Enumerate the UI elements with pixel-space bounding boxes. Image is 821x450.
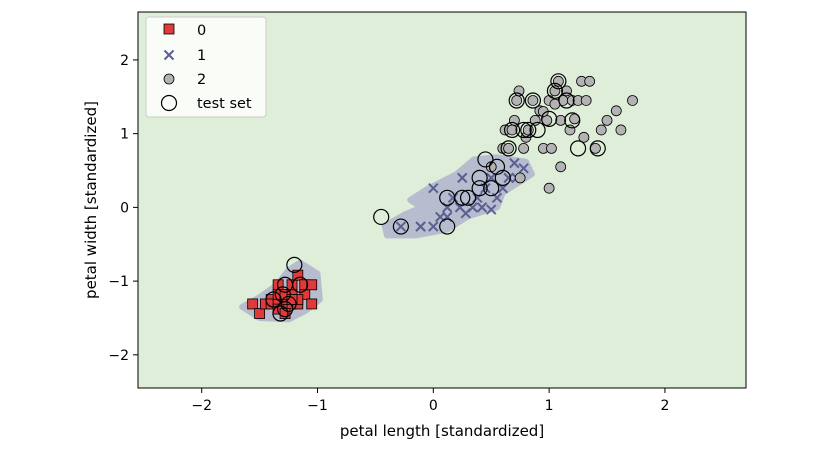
point-class-2: [590, 142, 601, 154]
point-class-0: [254, 308, 266, 319]
point-class-2: [511, 95, 523, 106]
point-class-2: [584, 75, 596, 87]
legend: 0 1 2 test set: [145, 16, 267, 118]
point-test-set: [503, 121, 521, 139]
plot-frame: [137, 11, 747, 389]
point-test-set: [550, 73, 567, 90]
x-axis: −2 −1 0 1 2: [191, 388, 669, 414]
legend-box: [145, 16, 267, 118]
point-class-2: [555, 161, 567, 173]
point-class-1: [476, 202, 488, 213]
point-class-1: [428, 221, 439, 232]
point-class-2: [513, 85, 525, 97]
point-class-0: [279, 308, 291, 319]
point-test-set: [483, 180, 500, 197]
point-test-set: [276, 301, 294, 318]
point-test-set: [546, 82, 564, 99]
legend-marker-circle: [163, 73, 175, 85]
point-class-0: [306, 298, 318, 310]
point-test-set: [508, 92, 525, 109]
point-class-2: [508, 114, 520, 126]
y-tick-label: −1: [108, 274, 129, 290]
point-test-set: [392, 218, 409, 235]
y-tick-label: 0: [120, 200, 129, 216]
point-test-set: [515, 121, 532, 139]
x-tick-label: −2: [191, 398, 212, 414]
point-class-2: [578, 131, 590, 143]
point-test-set: [529, 121, 546, 139]
point-class-1: [395, 221, 407, 232]
point-class-2: [601, 114, 613, 126]
point-test-set: [471, 169, 488, 186]
point-test-set: [439, 218, 456, 235]
y-axis-label: petal width [standardized]: [82, 101, 100, 299]
point-class-1: [428, 182, 439, 194]
y-tick-label: 1: [120, 127, 129, 143]
point-class-2: [543, 182, 555, 194]
point-class-0: [286, 294, 298, 305]
point-test-set: [477, 151, 494, 168]
point-class-0: [247, 298, 259, 310]
point-class-2: [518, 142, 530, 154]
point-test-set: [471, 180, 488, 197]
legend-marker-ring: [160, 94, 178, 112]
point-class-2: [522, 124, 534, 136]
point-test-set: [459, 189, 477, 206]
point-class-2: [555, 114, 567, 126]
legend-label-0: 0: [197, 23, 206, 39]
point-test-set: [488, 158, 506, 175]
point-class-2: [580, 95, 592, 106]
point-class-2: [503, 142, 514, 154]
point-class-2: [546, 142, 557, 154]
point-class-1: [509, 157, 520, 169]
point-test-set: [500, 140, 517, 157]
y-axis: −2 −1 0 1 2: [108, 53, 138, 364]
point-class-1: [467, 202, 478, 213]
point-class-2: [514, 172, 526, 184]
point-test-set: [558, 92, 575, 109]
point-class-1: [518, 163, 529, 174]
y-tick-label: 2: [120, 53, 129, 69]
x-tick-label: 2: [660, 398, 669, 414]
point-test-set: [280, 295, 297, 313]
point-test-set: [520, 121, 537, 139]
point-class-2: [610, 105, 622, 117]
legend-marker-x: [163, 49, 175, 61]
point-test-set: [272, 305, 289, 322]
x-tick-label: −1: [307, 398, 328, 414]
point-class-2: [527, 95, 539, 106]
x-axis-label: petal length [standardized]: [340, 422, 544, 440]
point-class-1: [457, 172, 468, 184]
x-tick-label: 0: [429, 398, 438, 414]
point-class-2: [627, 95, 638, 106]
point-test-set: [541, 110, 558, 128]
point-test-set: [494, 169, 511, 186]
point-test-set: [524, 92, 542, 109]
point-test-set: [373, 208, 390, 226]
y-tick-label: −2: [108, 348, 129, 364]
legend-marker-square: [163, 23, 175, 35]
point-test-set: [265, 291, 282, 308]
legend-label-1: 1: [197, 48, 206, 64]
data-points: [247, 73, 638, 322]
legend-label-test-set: test set: [197, 96, 252, 112]
point-class-2: [615, 124, 627, 136]
point-test-set: [454, 189, 471, 206]
point-test-set: [292, 276, 309, 293]
point-class-1: [415, 221, 426, 232]
legend-label-2: 2: [197, 72, 206, 88]
point-class-0: [292, 269, 304, 281]
point-test-set: [286, 256, 303, 273]
point-test-set: [569, 140, 587, 157]
point-class-0: [306, 279, 318, 291]
point-test-set: [589, 140, 606, 157]
point-class-1: [486, 204, 497, 215]
point-class-2: [595, 124, 607, 136]
point-class-1: [503, 172, 514, 184]
point-test-set: [564, 112, 581, 129]
point-class-2: [564, 124, 576, 136]
x-tick-label: 1: [545, 398, 554, 414]
